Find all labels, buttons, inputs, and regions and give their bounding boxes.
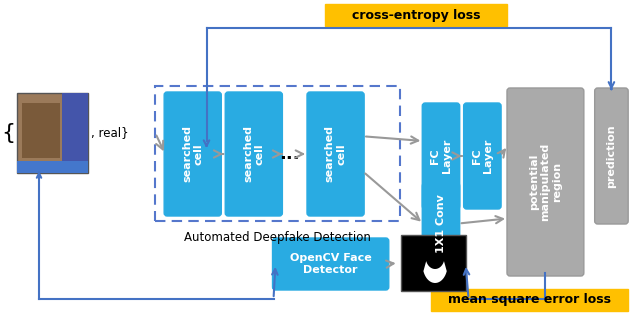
Text: {: { (1, 123, 15, 143)
FancyBboxPatch shape (324, 4, 507, 26)
FancyBboxPatch shape (422, 103, 460, 209)
Text: , real}: , real} (92, 126, 129, 140)
Text: OpenCV Face
Detector: OpenCV Face Detector (290, 253, 372, 275)
FancyBboxPatch shape (431, 289, 628, 311)
FancyBboxPatch shape (595, 88, 628, 224)
Text: FC
Layer: FC Layer (430, 139, 452, 173)
FancyBboxPatch shape (22, 103, 60, 158)
FancyBboxPatch shape (401, 235, 466, 291)
Text: prediction: prediction (607, 124, 616, 188)
Text: searched
cell: searched cell (324, 126, 346, 183)
FancyBboxPatch shape (225, 92, 282, 216)
FancyBboxPatch shape (17, 161, 88, 173)
FancyBboxPatch shape (463, 103, 501, 209)
Text: searched
cell: searched cell (182, 126, 204, 183)
Text: mean square error loss: mean square error loss (448, 293, 611, 307)
Text: searched
cell: searched cell (243, 126, 264, 183)
Text: 1X1 Conv: 1X1 Conv (436, 194, 446, 253)
FancyBboxPatch shape (307, 92, 364, 216)
FancyBboxPatch shape (164, 92, 221, 216)
FancyBboxPatch shape (422, 183, 460, 264)
Text: potential
manipulated
region: potential manipulated region (529, 143, 562, 221)
Text: Automated Deepfake Detection: Automated Deepfake Detection (184, 231, 371, 244)
Text: cross-entropy loss: cross-entropy loss (351, 8, 480, 22)
FancyBboxPatch shape (61, 93, 88, 173)
PathPatch shape (424, 261, 447, 283)
FancyBboxPatch shape (273, 238, 388, 290)
Text: ...: ... (279, 145, 300, 163)
FancyBboxPatch shape (17, 93, 88, 173)
Text: FC
Layer: FC Layer (472, 139, 493, 173)
FancyBboxPatch shape (507, 88, 584, 276)
